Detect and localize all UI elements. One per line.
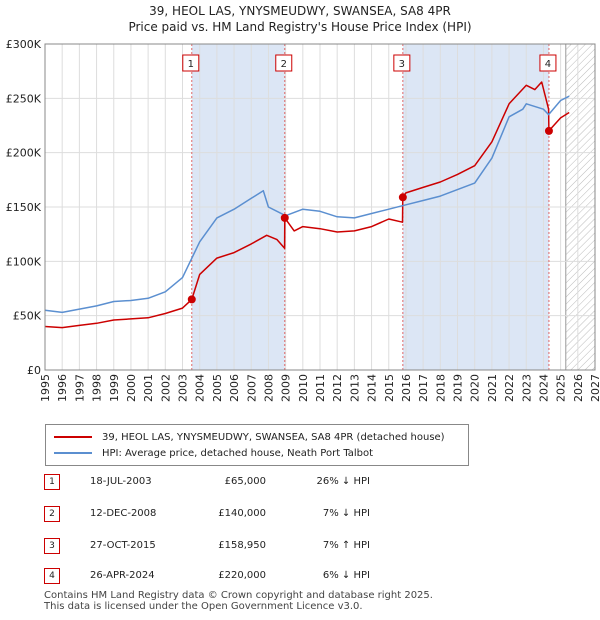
sale-marker-box	[275, 54, 293, 72]
sale-marker-label: 4	[545, 59, 551, 70]
sale-marker-label: 1	[188, 59, 194, 70]
sale-number: 2	[44, 506, 60, 522]
y-tick-label: £250K	[6, 92, 42, 105]
sale-point	[398, 193, 407, 202]
x-tick-label: 1995	[39, 374, 52, 402]
sale-point	[187, 295, 196, 304]
x-tick-label: 1998	[91, 374, 104, 402]
x-tick-label: 2014	[366, 374, 379, 402]
x-tick-label: 2013	[348, 374, 361, 402]
x-tick-label: 2025	[555, 374, 568, 402]
footer-copyright: Contains HM Land Registry data © Crown c…	[44, 590, 433, 601]
x-tick-label: 2021	[486, 374, 499, 402]
y-tick-label: £200K	[6, 147, 42, 160]
y-tick-label: £100K	[6, 255, 42, 268]
x-tick-label: 2005	[211, 374, 224, 402]
legend-swatch-property	[54, 436, 92, 438]
sale-hpi-diff: 26% ↓ HPI	[316, 476, 370, 487]
x-tick-label: 2011	[314, 374, 327, 402]
sale-date: 26-APR-2024	[90, 570, 155, 581]
x-tick-label: 2004	[194, 374, 207, 402]
sale-row: 3 27-OCT-2015 £158,950 7% ↑ HPI	[44, 538, 464, 554]
sale-marker-label: 2	[281, 59, 287, 70]
sale-number: 4	[44, 568, 60, 584]
legend-swatch-hpi	[54, 452, 92, 454]
x-tick-label: 2024	[537, 374, 550, 402]
sale-number: 1	[44, 474, 60, 490]
legend-item-hpi: HPI: Average price, detached house, Neat…	[54, 446, 373, 460]
sale-marker-box	[539, 54, 557, 72]
x-tick-label: 2015	[383, 374, 396, 402]
sale-marker-label: 3	[399, 59, 405, 70]
sale-row: 2 12-DEC-2008 £140,000 7% ↓ HPI	[44, 506, 464, 522]
sale-hpi-diff: 7% ↑ HPI	[322, 540, 370, 551]
x-tick-label: 2019	[452, 374, 465, 402]
price-chart: £0 £50K £100K £150K £200K £250K £300K 1995 1996 1…	[6, 38, 600, 402]
sale-hpi-diff: 7% ↓ HPI	[322, 508, 370, 519]
sale-price: £65,000	[224, 476, 266, 487]
x-tick-label: 2006	[228, 374, 241, 402]
x-tick-label: 2000	[125, 374, 138, 402]
x-tick-label: 2003	[177, 374, 190, 402]
y-tick-label: £50K	[13, 310, 42, 323]
sale-row: 1 18-JUL-2003 £65,000 26% ↓ HPI	[44, 474, 464, 490]
x-tick-label: 2026	[572, 374, 585, 402]
footer: Contains HM Land Registry data © Crown c…	[44, 590, 433, 612]
x-tick-label: 1999	[108, 374, 121, 402]
footer-licence: This data is licensed under the Open Gov…	[44, 601, 363, 612]
x-tick-label: 2018	[434, 374, 447, 402]
x-tick-label: 2023	[520, 374, 533, 402]
x-tick-label: 2020	[469, 374, 482, 402]
x-tick-label: 2008	[262, 374, 275, 402]
x-tick-label: 2007	[245, 374, 258, 402]
x-tick-label: 1996	[56, 374, 69, 402]
x-tick-label: 2009	[280, 374, 293, 402]
sale-row: 4 26-APR-2024 £220,000 6% ↓ HPI	[44, 568, 464, 584]
x-tick-label: 2012	[331, 374, 344, 402]
x-tick-label: 2016	[400, 374, 413, 402]
y-tick-label: £300K	[6, 38, 42, 51]
sale-price: £140,000	[218, 508, 266, 519]
x-tick-label: 2010	[297, 374, 310, 402]
chart-subtitle: Price paid vs. HM Land Registry's House …	[128, 20, 472, 34]
sale-hpi-diff: 6% ↓ HPI	[322, 570, 370, 581]
y-tick-label: £150K	[6, 201, 42, 214]
sale-marker-box	[182, 54, 200, 72]
sale-marker-box	[393, 54, 411, 72]
sale-point	[544, 126, 553, 135]
legend-label-hpi: HPI: Average price, detached house, Neat…	[102, 447, 374, 459]
property-price-line	[44, 81, 570, 329]
x-tick-label: 2017	[417, 374, 430, 402]
y-tick-label: £0	[27, 364, 41, 377]
legend-item-property: 39, HEOL LAS, YNYSMEUDWY, SWANSEA, SA8 4…	[54, 430, 445, 444]
x-tick-label: 2022	[503, 374, 516, 402]
legend-label-property: 39, HEOL LAS, YNYSMEUDWY, SWANSEA, SA8 4…	[102, 431, 445, 443]
sale-number: 3	[44, 538, 60, 554]
sale-date: 12-DEC-2008	[90, 508, 157, 519]
chart-title: 39, HEOL LAS, YNYSMEUDWY, SWANSEA, SA8 4…	[149, 4, 451, 18]
sale-price: £220,000	[218, 570, 266, 581]
x-tick-label: 2002	[159, 374, 172, 402]
sale-point	[280, 213, 289, 222]
x-tick-label: 1997	[73, 374, 86, 402]
hpi-line	[44, 95, 570, 314]
sale-date: 18-JUL-2003	[90, 476, 152, 487]
x-tick-label: 2027	[589, 374, 600, 402]
x-tick-label: 2001	[142, 374, 155, 402]
sale-price: £158,950	[218, 540, 266, 551]
legend: 39, HEOL LAS, YNYSMEUDWY, SWANSEA, SA8 4…	[45, 424, 469, 466]
plot-frame	[44, 43, 596, 371]
sale-date: 27-OCT-2015	[90, 540, 156, 551]
